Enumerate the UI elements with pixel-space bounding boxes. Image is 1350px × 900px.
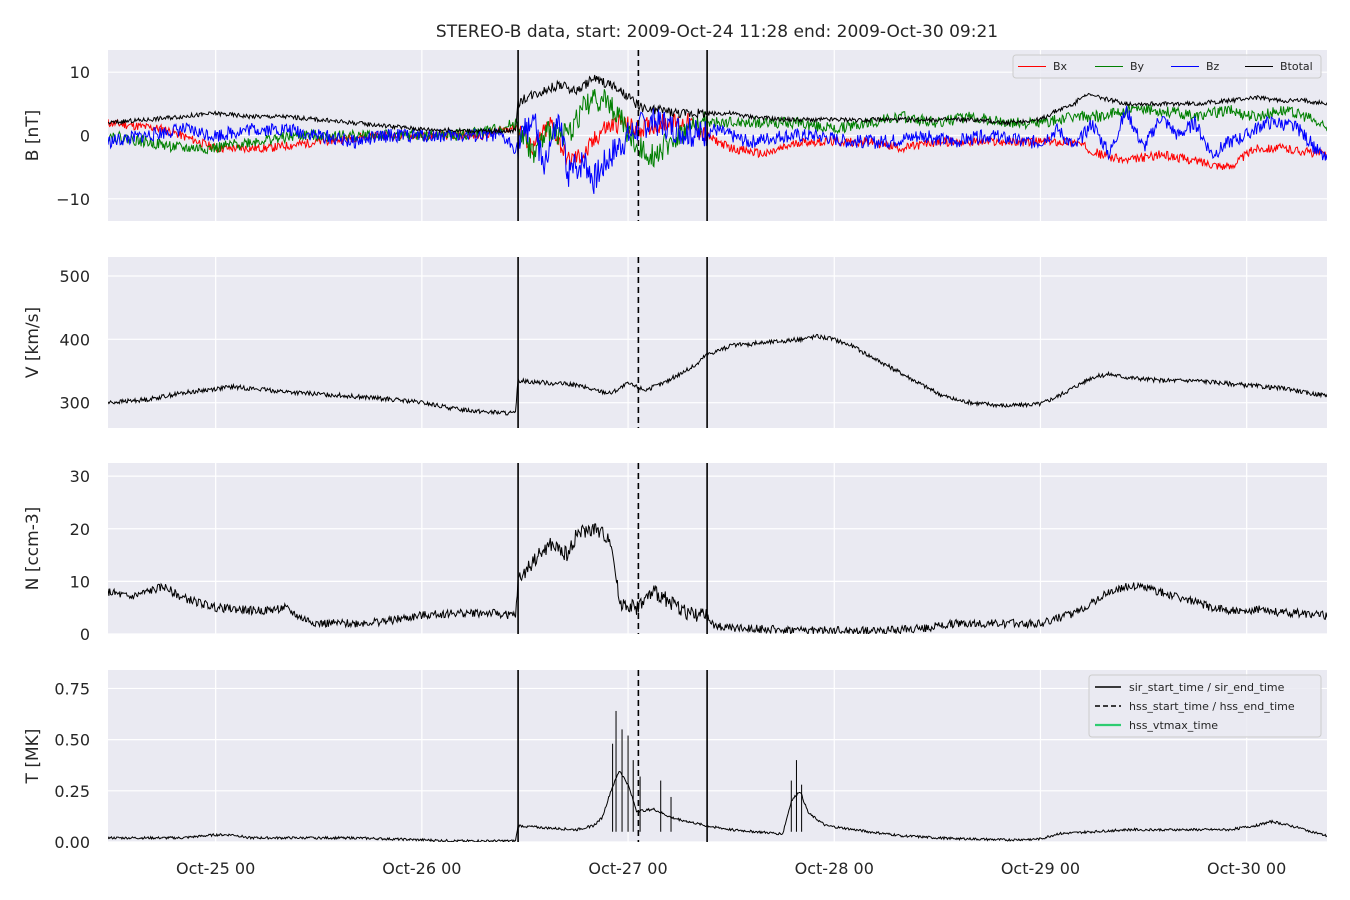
series-V [108, 333, 1327, 416]
x-tick-label: Oct-25 00 [176, 859, 255, 878]
series-T [108, 770, 1327, 842]
legend-label: Btotal [1280, 60, 1313, 73]
y-tick-label: 10 [70, 572, 90, 591]
series-Bx [108, 112, 1327, 171]
y-tick-label: 0.75 [54, 679, 90, 698]
y-axis-label: N [ccm-3] [23, 507, 43, 591]
legend-frame [1012, 54, 1322, 79]
legend-events: sir_start_time / sir_end_time hss_start_t… [1088, 674, 1322, 738]
legend-label: hss_vtmax_time [1129, 719, 1218, 732]
y-tick-label: 30 [70, 467, 90, 486]
series-N [108, 523, 1327, 634]
legend-frame [1088, 674, 1322, 738]
legends: Bx By Bz Btotal sir_start_time / sir_end_tim… [1012, 54, 1322, 738]
y-tick-label: 0.50 [54, 731, 90, 750]
y-tick-label: 0 [80, 625, 90, 644]
y-tick-label: 400 [59, 330, 90, 349]
y-tick-label: 0 [80, 127, 90, 146]
y-tick-label: 0.25 [54, 782, 90, 801]
y-tick-label: −10 [56, 190, 90, 209]
y-tick-label: 300 [59, 394, 90, 413]
panel-V: 500 400 300 V [km/s] [23, 257, 1327, 428]
series-group [108, 523, 1327, 634]
y-axis-label: T [MK] [23, 729, 43, 785]
y-tick-label: 10 [70, 63, 90, 82]
series-group [108, 710, 1327, 842]
panel-background [108, 257, 1327, 428]
legend-label: Bx [1053, 60, 1068, 73]
legend-label: sir_start_time / sir_end_time [1129, 681, 1285, 694]
legend-label: Bz [1206, 60, 1220, 73]
series-group [108, 74, 1327, 194]
x-axis-ticks: Oct-25 00 Oct-26 00 Oct-27 00 Oct-28 00 Oct-… [176, 859, 1286, 878]
panel-N: 30 20 10 0 N [ccm-3] [23, 463, 1327, 644]
x-tick-label: Oct-29 00 [1001, 859, 1080, 878]
y-tick-label: 20 [70, 520, 90, 539]
legend-label: By [1130, 60, 1145, 73]
chart-title: STEREO-B data, start: 2009-Oct-24 11:28 … [436, 22, 998, 42]
y-axis-label: B [nT] [23, 110, 43, 162]
series-group [108, 333, 1327, 416]
series-Bz [108, 105, 1327, 194]
x-tick-label: Oct-27 00 [588, 859, 667, 878]
y-tick-label: 500 [59, 267, 90, 286]
x-tick-label: Oct-28 00 [795, 859, 874, 878]
panel-background [108, 463, 1327, 634]
x-tick-label: Oct-26 00 [382, 859, 461, 878]
x-tick-label: Oct-30 00 [1207, 859, 1286, 878]
y-tick-label: 0.00 [54, 833, 90, 852]
y-axis-label: V [km/s] [23, 307, 43, 378]
series-Btotal [108, 74, 1327, 135]
legend-label: hss_start_time / hss_end_time [1129, 700, 1295, 713]
legend-b: Bx By Bz Btotal [1012, 54, 1322, 79]
